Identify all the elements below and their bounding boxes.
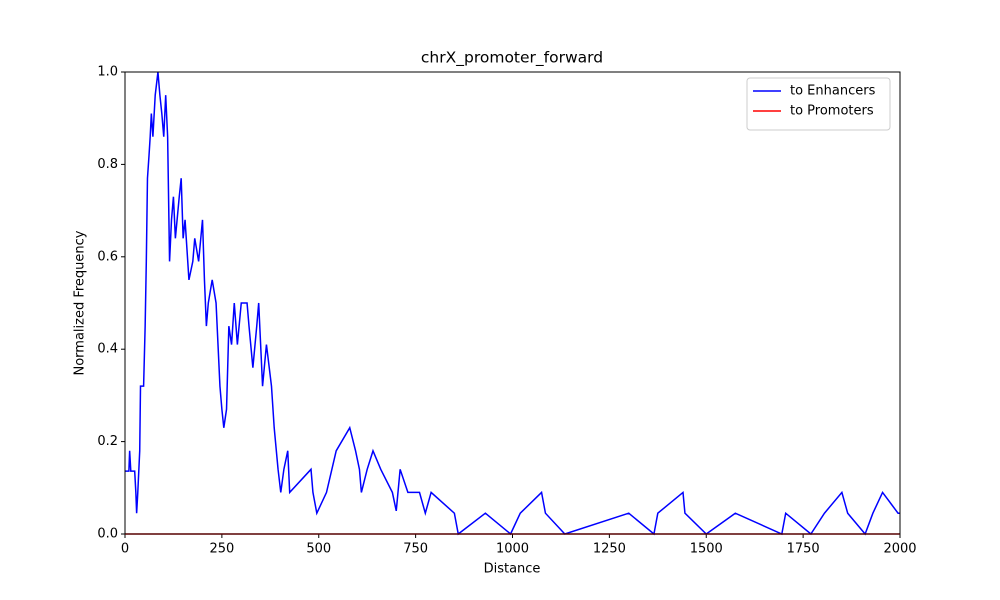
x-tick-label: 500 (306, 542, 331, 557)
legend: to Enhancers to Promoters (746, 77, 891, 131)
x-tick-label: 0 (121, 542, 129, 557)
legend-label: to Promoters (790, 104, 874, 119)
y-tick-label: 0.6 (97, 249, 118, 264)
y-tick-label: 0.4 (97, 342, 118, 357)
x-tick-label: 1500 (690, 542, 723, 557)
y-tick-label: 0.2 (97, 434, 118, 449)
y-tick-label: 1.0 (97, 65, 118, 80)
data-line (125, 71, 900, 536)
y-tick-label: 0.8 (97, 157, 118, 172)
x-tick-label: 250 (209, 542, 234, 557)
legend-label: to Enhancers (790, 84, 876, 99)
chart-title: chrX_promoter_forward (421, 49, 603, 68)
x-tick-label: 750 (403, 542, 428, 557)
y-axis-label: Normalized Frequency (73, 230, 88, 375)
x-tick-label: 2000 (883, 542, 916, 557)
y-tick-label: 0.0 (97, 527, 118, 542)
legend-box (746, 77, 891, 131)
x-tick-label: 1750 (787, 542, 820, 557)
x-tick-label: 1250 (593, 542, 626, 557)
x-axis-label: Distance (484, 562, 541, 577)
plot-frame (124, 71, 901, 535)
x-tick-label: 1000 (496, 542, 529, 557)
